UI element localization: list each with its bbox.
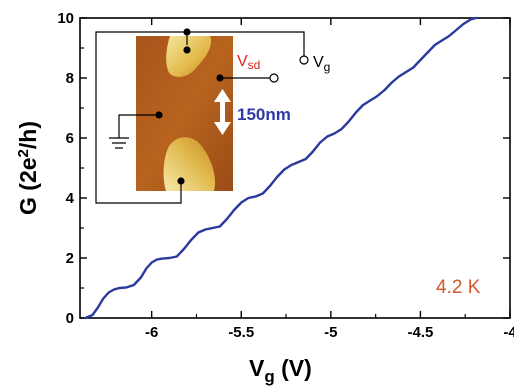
vg-terminal (299, 55, 309, 65)
vsd-terminal (269, 73, 279, 83)
y-tick-label-0: 0 (66, 310, 74, 327)
series-line-0 (84, 16, 478, 320)
x-tick-label-2: -5 (324, 324, 337, 341)
temperature-label: 4.2 K (436, 277, 481, 298)
x-axis-title: Vg (V) (249, 355, 312, 386)
x-tick-label-3: -4.5 (407, 324, 433, 341)
y-tick-label-4: 8 (66, 70, 74, 87)
y-tick-label-1: 2 (66, 250, 74, 267)
y-tick-label-2: 4 (66, 190, 75, 207)
scale-arrow-icon (214, 89, 231, 135)
bottom-electrode (163, 137, 216, 191)
y-tick-label-5: 10 (57, 10, 74, 27)
vg-label: Vg (313, 54, 330, 74)
x-tick-label-0: -6 (145, 324, 158, 341)
top-electrode (166, 36, 212, 77)
circuit-nodes (155, 28, 224, 185)
y-axis-title: G (2e2/h) (15, 121, 41, 215)
scale-bar-label: 150nm (237, 105, 291, 124)
x-tick-label-1: -5.5 (228, 324, 254, 341)
x-tick-label-4: -4 (503, 324, 514, 341)
device-inset: 150nm Vsd Vg (95, 28, 330, 204)
y-tick-label-3: 6 (66, 130, 74, 147)
vsd-label: Vsd (237, 53, 260, 72)
